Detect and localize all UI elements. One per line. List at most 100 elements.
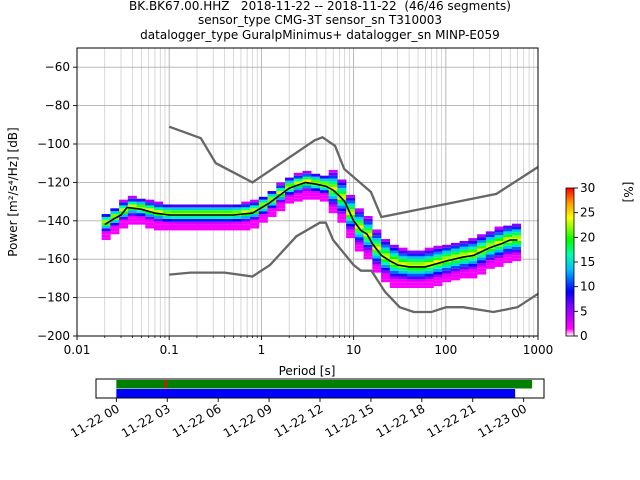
- heatmap-cell: [276, 196, 286, 200]
- heatmap-cell: [477, 248, 487, 252]
- heatmap-cell: [101, 225, 111, 229]
- heatmap-cell: [372, 243, 382, 247]
- heatmap-cell: [450, 268, 460, 272]
- heatmap-cell: [328, 172, 338, 176]
- heatmap-cell: [302, 173, 312, 177]
- heatmap-cell: [494, 249, 504, 253]
- heatmap-cell: [311, 176, 321, 180]
- heatmap-cell: [407, 250, 417, 254]
- heatmap-cell: [459, 240, 469, 244]
- heatmap-cell: [450, 251, 460, 255]
- heatmap-cell: [276, 208, 286, 212]
- heatmap-cell: [442, 256, 452, 260]
- heatmap-cell: [433, 283, 443, 287]
- heatmap-cell: [145, 216, 155, 220]
- heatmap-cell: [293, 172, 303, 176]
- colorbar-tick-label: 25: [580, 206, 595, 220]
- heatmap-cell: [197, 218, 207, 222]
- heatmap-cell: [512, 246, 522, 250]
- heatmap-cell: [223, 221, 233, 225]
- heatmap-cell: [398, 247, 408, 251]
- heatmap-cell: [311, 185, 321, 189]
- heatmap-cell: [328, 207, 338, 211]
- heatmap-cell: [110, 228, 120, 232]
- heatmap-cell: [415, 276, 426, 280]
- heatmap-cell: [197, 204, 207, 208]
- heatmap-cell: [389, 247, 399, 251]
- heatmap-cell: [127, 201, 137, 205]
- heatmap-cell: [485, 263, 495, 266]
- heatmap-cell: [363, 241, 373, 245]
- heatmap-cell: [223, 227, 233, 231]
- heatmap-cell: [197, 221, 207, 225]
- heatmap-cell: [171, 224, 181, 228]
- heatmap-cell: [485, 257, 495, 261]
- y-tick-label: −200: [37, 329, 70, 343]
- heatmap-cell: [468, 249, 478, 253]
- heatmap-cell: [302, 185, 312, 189]
- colorbar-tick-label: 30: [580, 181, 595, 195]
- y-tick-label: −60: [45, 60, 70, 74]
- heatmap-cell: [459, 269, 469, 273]
- heatmap-cell: [250, 225, 260, 229]
- heatmap-cell: [127, 210, 137, 214]
- heatmap-cell: [433, 248, 443, 252]
- heatmap-cell: [503, 237, 513, 240]
- x-axis-label: Period [s]: [279, 364, 336, 378]
- heatmap-cell: [433, 254, 443, 258]
- heatmap-cell: [407, 285, 417, 288]
- heatmap-cell: [302, 193, 312, 197]
- heatmap-cell: [363, 224, 373, 228]
- heatmap-cell: [477, 268, 487, 272]
- heatmap-cell: [284, 189, 295, 192]
- heatmap-cell: [197, 216, 207, 219]
- heatmap-cell: [337, 188, 347, 192]
- heatmap-cell: [145, 205, 155, 209]
- heatmap-cell: [284, 197, 295, 201]
- heatmap-cell: [319, 181, 329, 185]
- heatmap-cell: [136, 198, 146, 202]
- heatmap-cell: [215, 204, 225, 208]
- heatmap-cell: [101, 228, 111, 232]
- x-tick-label: 1000: [523, 343, 554, 357]
- heatmap-cell: [494, 255, 504, 259]
- heatmap-cell: [494, 240, 504, 244]
- heatmap-cell: [415, 282, 426, 286]
- heatmap-cell: [389, 264, 399, 268]
- heatmap-cell: [450, 254, 460, 258]
- heatmap-cell: [459, 272, 469, 276]
- heatmap-cell: [346, 235, 356, 239]
- heatmap-cell: [232, 204, 242, 208]
- heatmap-cell: [101, 214, 111, 217]
- heatmap-cell: [136, 213, 146, 216]
- heatmap-cell: [503, 251, 513, 255]
- heatmap-cell: [136, 221, 146, 225]
- heatmap-cell: [485, 237, 495, 240]
- heatmap-cell: [328, 184, 338, 188]
- heatmap-cell: [494, 229, 504, 233]
- heatmap-cell: [197, 224, 207, 228]
- heatmap-cell: [241, 227, 251, 231]
- heatmap-cell: [363, 250, 373, 254]
- heatmap-cell: [267, 196, 277, 200]
- heatmap-cell: [267, 208, 277, 212]
- noise-models: [168, 125, 539, 314]
- heatmap-cell: [372, 266, 382, 270]
- heatmap-cell: [162, 207, 172, 211]
- heatmap-cell: [381, 247, 391, 251]
- heatmap-cell: [302, 191, 312, 194]
- heatmap-cell: [293, 195, 303, 199]
- heatmap-cell: [145, 211, 155, 215]
- heatmap-cell: [197, 210, 207, 214]
- heatmap-cell: [162, 218, 172, 222]
- heatmap-cell: [354, 216, 364, 220]
- heatmap-cell: [328, 187, 338, 191]
- heatmap-cell: [293, 187, 303, 191]
- heatmap-cell: [424, 279, 434, 283]
- heatmap-cell: [381, 267, 391, 271]
- y-tick-label: −120: [37, 175, 70, 189]
- heatmap-cell: [494, 232, 504, 236]
- new-high-noise-model-line: [168, 125, 539, 219]
- heatmap-cell: [346, 232, 356, 236]
- x-tick-label: 0.01: [64, 343, 91, 357]
